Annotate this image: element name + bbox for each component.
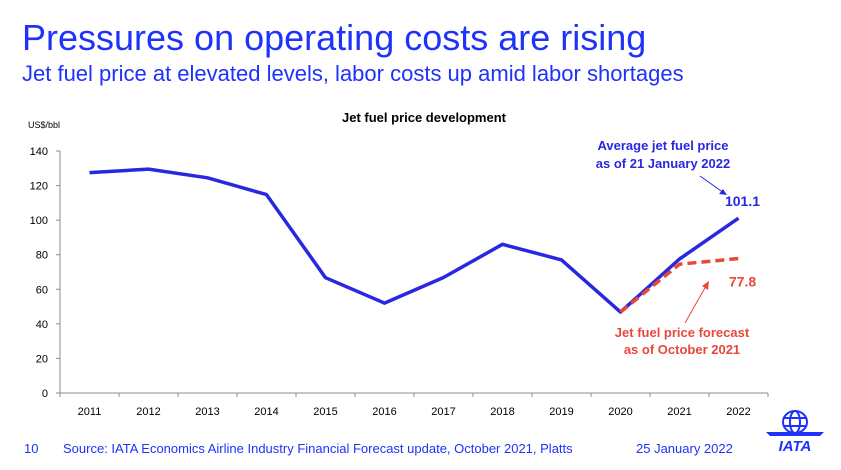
x-tick-label: 2018 <box>490 406 514 418</box>
iata-logo: IATA <box>766 410 824 454</box>
x-tick-label: 2015 <box>313 406 337 418</box>
x-tick-label: 2012 <box>136 406 160 418</box>
x-tick-label: 2011 <box>78 406 102 418</box>
y-axis-label: US$/bbl <box>28 120 60 130</box>
forecast-price-annotation: Jet fuel price forecast <box>615 325 750 340</box>
page-subtitle: Jet fuel price at elevated levels, labor… <box>22 61 684 86</box>
chart-axes <box>56 150 769 397</box>
y-tick-label: 100 <box>30 215 48 227</box>
source-note: Source: IATA Economics Airline Industry … <box>63 441 573 456</box>
x-tick-label: 2013 <box>195 406 219 418</box>
y-tick-label: 120 <box>30 181 48 193</box>
y-tick-label: 20 <box>36 353 48 365</box>
average-price-annotation: Average jet fuel price <box>597 138 728 153</box>
chart-series <box>89 167 740 314</box>
y-tick-label: 0 <box>42 388 48 400</box>
y-tick-label: 80 <box>36 250 48 262</box>
page-number: 10 <box>24 441 39 456</box>
x-tick-label: 2020 <box>608 406 632 418</box>
x-tick-label: 2019 <box>549 406 573 418</box>
average-price-annotation: as of 21 January 2022 <box>596 156 730 171</box>
globe-icon <box>782 410 808 434</box>
average-price-line <box>89 167 740 314</box>
page-title: Pressures on operating costs are rising <box>22 17 647 58</box>
chart-tick-labels: 0 20 40 60 80 100 120 140 2011 2012 2013 2014 2015 20… <box>30 146 751 418</box>
forecast-callout-line <box>684 285 707 324</box>
forecast-callout-arrow <box>702 281 709 290</box>
forecast-price-value: 77.8 <box>729 274 756 290</box>
x-tick-label: 2016 <box>372 406 396 418</box>
x-tick-label: 2022 <box>726 406 750 418</box>
footer-date: 25 January 2022 <box>636 441 733 456</box>
x-tick-label: 2014 <box>254 406 278 418</box>
y-tick-label: 40 <box>36 319 48 331</box>
y-tick-label: 140 <box>30 146 48 158</box>
forecast-price-line <box>619 256 739 314</box>
chart-annotations: Average jet fuel price as of 21 January 2… <box>596 138 760 357</box>
y-tick-label: 60 <box>36 284 48 296</box>
logo-text: IATA <box>779 438 812 454</box>
average-callout-arrow <box>719 189 727 195</box>
average-callout-line <box>699 175 725 194</box>
x-tick-label: 2017 <box>431 406 455 418</box>
average-price-value: 101.1 <box>725 193 760 209</box>
x-tick-label: 2021 <box>667 406 691 418</box>
forecast-price-annotation: as of October 2021 <box>624 342 740 357</box>
chart-title: Jet fuel price development <box>342 110 507 125</box>
